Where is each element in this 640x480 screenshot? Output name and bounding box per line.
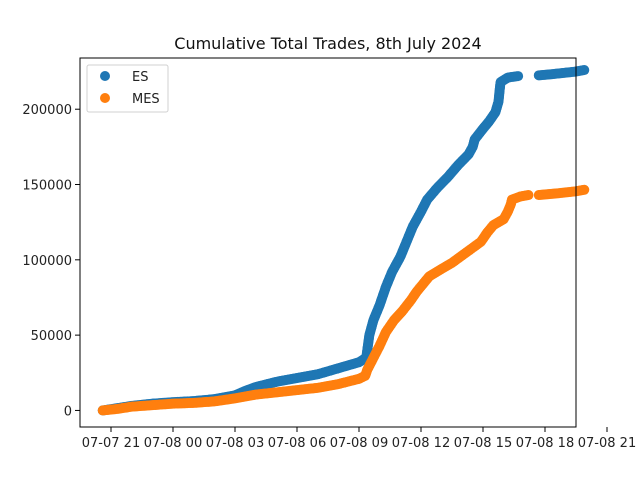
y-tick-label: 100000 [22, 254, 72, 269]
x-tick-label: 07-08 03 [206, 436, 264, 451]
y-tick-label: 50000 [31, 329, 72, 344]
y-tick-label: 150000 [22, 179, 72, 194]
x-tick-label: 07-08 21 [578, 436, 636, 451]
legend-label-mes: MES [132, 92, 160, 107]
x-tick-label: 07-08 18 [516, 436, 574, 451]
plot-frame [79, 57, 577, 428]
chart-title: Cumulative Total Trades, 8th July 2024 [174, 34, 481, 53]
legend-label-es: ES [132, 70, 148, 85]
data-point [579, 184, 590, 195]
x-tick-label: 07-08 15 [454, 436, 512, 451]
series-mes [97, 184, 590, 416]
legend-marker-mes [100, 93, 110, 103]
x-tick-label: 07-07 21 [82, 436, 140, 451]
x-tick-label: 07-08 09 [330, 436, 388, 451]
x-tick-label: 07-08 00 [144, 436, 202, 451]
legend: ES MES [86, 64, 169, 113]
data-point [523, 190, 534, 201]
series-es [97, 65, 590, 416]
legend-marker-es [100, 71, 110, 81]
x-tick-label: 07-08 12 [392, 436, 450, 451]
x-tick-label: 07-08 06 [268, 436, 326, 451]
data-point [579, 65, 590, 76]
y-tick-label: 200000 [22, 103, 72, 118]
data-point [513, 71, 524, 82]
y-tick-label: 0 [64, 404, 72, 419]
